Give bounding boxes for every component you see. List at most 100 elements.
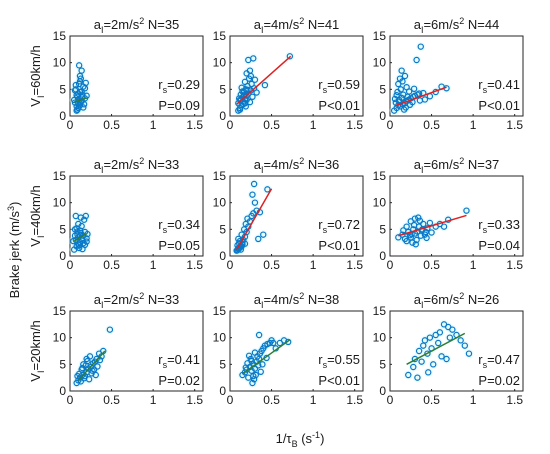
p-value: P=0.09 (158, 98, 200, 113)
y-tick-label: 10 (373, 331, 387, 345)
data-point (428, 229, 435, 236)
rs-value: =0.41 (487, 77, 520, 92)
title-n: N=41 (304, 17, 339, 32)
data-point-halo (247, 378, 258, 388)
rs-value: =0.72 (327, 217, 360, 232)
fit-line (235, 188, 273, 250)
subplot-title: aI=2m/s2 N=33 (94, 291, 180, 310)
rs-statistic: rs=0.55 (318, 352, 360, 370)
fit-line (73, 97, 87, 103)
x-tick-label: 1 (150, 118, 157, 132)
y-tick-label: 15 (213, 169, 227, 183)
data-point-halo (431, 330, 441, 340)
title-a: a (254, 292, 262, 307)
data-point-halo (428, 359, 438, 369)
data-point (410, 85, 418, 93)
x-tick-label: 1.5 (346, 258, 363, 272)
data-point-halo (249, 179, 259, 189)
x-tick-label: 1 (310, 393, 317, 407)
data-point (415, 214, 422, 221)
x-tick-label: 1 (150, 393, 157, 407)
data-point (409, 239, 416, 246)
data-point (401, 72, 409, 80)
y-tick-label: 5 (379, 222, 386, 236)
data-point-halo (439, 222, 449, 232)
title-value: =2m/s (103, 292, 139, 307)
y-tick-label: 0 (379, 109, 386, 123)
rs-main: r (318, 352, 323, 367)
y-tick-label: 10 (373, 56, 387, 70)
y-tick-label: 0 (379, 249, 386, 263)
plot-frame (69, 35, 204, 117)
data-point (249, 191, 256, 198)
data-point (241, 99, 249, 107)
y-tick-label: 10 (53, 331, 67, 345)
data-point-halo (403, 370, 413, 380)
title-a: a (254, 17, 262, 32)
x-tick-label: 1 (150, 258, 157, 272)
data-point-halo (461, 206, 472, 216)
data-point (286, 53, 294, 60)
subplot: 0 0.5 1 1.5 0 5 10 15 aI=6m/s2 N=44 rs=0.41 P<0.01 (373, 16, 524, 132)
fit-line (398, 214, 467, 237)
data-point (397, 86, 405, 93)
x-tick-label: 0 (67, 393, 74, 407)
rs-main: r (158, 77, 163, 92)
data-point (251, 365, 259, 372)
y-tick-label: 15 (213, 29, 227, 43)
data-point (435, 339, 442, 347)
data-point (75, 220, 82, 228)
title-subscript: I (261, 300, 264, 310)
data-point (404, 93, 411, 101)
x-tick-label: 1 (470, 118, 477, 132)
subplot-title: aI=2m/s2 N=35 (94, 16, 180, 35)
row-label-rest: =60km/h (28, 45, 43, 95)
title-value: =2m/s (103, 157, 139, 172)
title-value: =4m/s (263, 17, 299, 32)
title-n: N=36 (304, 157, 339, 172)
y-tick-label: 15 (373, 29, 387, 43)
rs-subscript: s (483, 85, 488, 95)
data-point (81, 241, 89, 248)
x-axis-label-main: 1/τ (276, 431, 293, 446)
subplot-title: aI=2m/s2 N=33 (94, 156, 180, 175)
x-tick-label: 0.5 (103, 393, 120, 407)
data-point (436, 329, 444, 336)
p-value: P<0.01 (318, 238, 360, 253)
plot-frame (389, 310, 524, 392)
y-tick-label: 5 (59, 222, 66, 236)
data-point (238, 84, 245, 91)
data-point (260, 231, 267, 238)
data-point (415, 347, 423, 355)
data-point-halo (252, 357, 262, 367)
data-point (251, 76, 259, 83)
title-n: N=37 (464, 157, 499, 172)
data-point-halo (439, 319, 449, 329)
x-tick-label: 0.5 (263, 258, 280, 272)
title-subscript: I (421, 300, 424, 310)
x-tick-label: 0 (227, 118, 234, 132)
data-point-halo (79, 215, 89, 225)
x-tick-label: 0 (387, 258, 394, 272)
data-point (421, 96, 429, 103)
data-point-halo (416, 357, 427, 367)
rs-statistic: rs=0.47 (478, 352, 520, 370)
plot-frame (389, 35, 524, 117)
data-point (284, 338, 292, 346)
data-point-halo (283, 337, 293, 347)
data-point (77, 378, 85, 385)
rs-main: r (478, 77, 483, 92)
data-point-halo (392, 87, 403, 97)
data-point (84, 357, 91, 365)
data-point (449, 326, 456, 333)
title-exponent: 2 (299, 16, 304, 26)
rs-subscript: s (323, 85, 328, 95)
title-exponent: 2 (139, 291, 144, 301)
p-value: P=0.04 (478, 238, 520, 253)
data-point (86, 353, 94, 360)
x-tick-label: 0 (67, 258, 74, 272)
x-tick-label: 0 (67, 118, 74, 132)
rs-subscript: s (483, 360, 488, 370)
